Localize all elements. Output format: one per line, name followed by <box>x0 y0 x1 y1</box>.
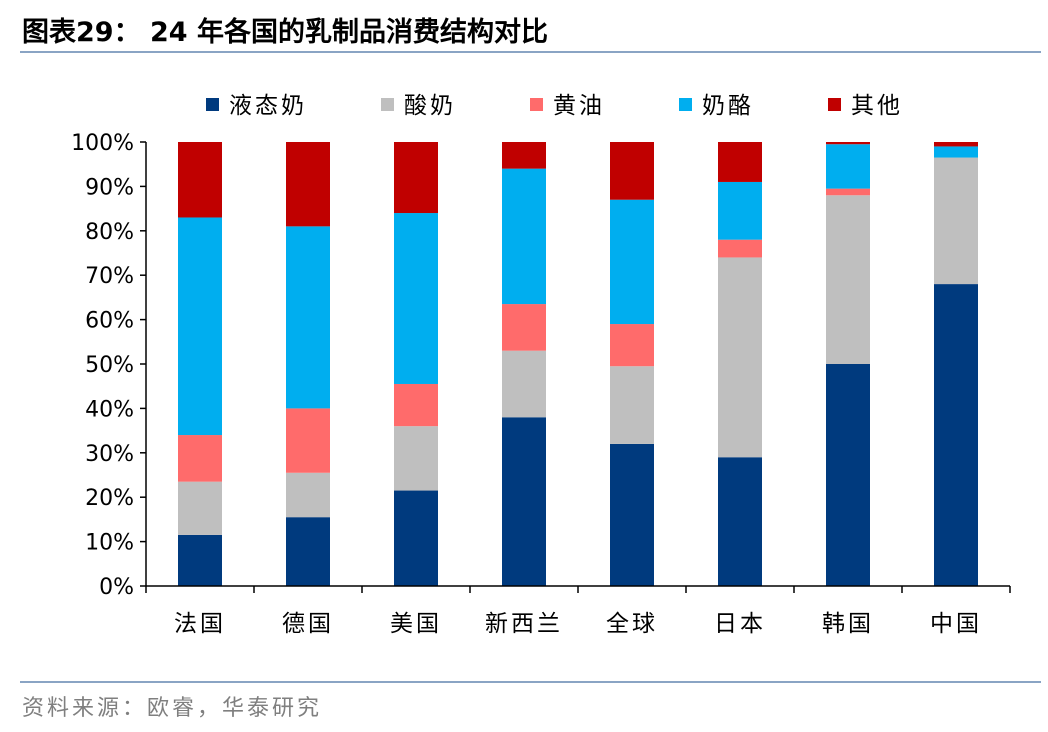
bar-segment <box>718 457 762 586</box>
bar-segment <box>286 226 330 409</box>
bar-segment <box>286 408 330 473</box>
bar-segment <box>610 142 654 200</box>
bar-segment <box>502 417 546 586</box>
y-tick-label: 0% <box>99 575 134 600</box>
bar-segment <box>610 443 654 586</box>
legend-label: 液态奶 <box>229 93 307 119</box>
bar-segment <box>826 188 870 196</box>
bar-segment <box>826 142 870 145</box>
legend-swatch <box>206 98 219 111</box>
y-tick-label: 90% <box>85 175 134 200</box>
bar-segment <box>178 481 222 535</box>
bar-segment <box>610 199 654 325</box>
bar-segment <box>610 366 654 444</box>
x-category-label: 新西兰 <box>485 611 563 637</box>
x-category-label: 全球 <box>606 611 658 637</box>
bar-segment <box>934 146 978 158</box>
legend-label: 黄油 <box>553 93 605 119</box>
bar-segment <box>718 257 762 458</box>
bar-segment <box>826 144 870 189</box>
y-tick-label: 10% <box>85 531 134 556</box>
bar-segment <box>934 284 978 586</box>
bar-segment <box>394 426 438 491</box>
bar-segment <box>502 142 546 169</box>
source-note: 资料来源：欧睿，华泰研究 <box>22 696 323 721</box>
legend: 液态奶 酸奶 黄油 奶酪 其他 <box>206 93 903 119</box>
legend-swatch <box>828 98 841 111</box>
y-tick-label: 100% <box>71 131 134 156</box>
bars <box>178 142 978 586</box>
y-tick-label: 70% <box>85 264 134 289</box>
x-category-label: 日本 <box>714 611 766 637</box>
y-tick-label: 80% <box>85 220 134 245</box>
figure-title: 图表29： 24 年各国的乳制品消费结构对比 <box>22 17 548 48</box>
bar-segment <box>718 239 762 258</box>
y-tick-label: 20% <box>85 486 134 511</box>
legend-swatch <box>381 98 394 111</box>
legend-label: 奶酪 <box>702 93 754 119</box>
x-category-label: 美国 <box>390 611 442 637</box>
x-category-label: 中国 <box>930 611 982 637</box>
source-divider <box>20 681 1041 683</box>
legend-label: 酸奶 <box>404 93 456 119</box>
bar-segment <box>826 195 870 364</box>
bar-segment <box>502 304 546 351</box>
bar-segment <box>178 217 222 436</box>
y-tick-label: 30% <box>85 442 134 467</box>
bar-segment <box>286 517 330 586</box>
legend-label: 其他 <box>851 93 903 119</box>
bar-segment <box>286 142 330 227</box>
bar-segment <box>178 534 222 586</box>
legend-swatch <box>530 98 543 111</box>
bar-segment <box>934 142 978 147</box>
bar-segment <box>394 213 438 384</box>
bar-segment <box>502 168 546 305</box>
x-category-label: 德国 <box>282 611 334 637</box>
bar-segment <box>394 383 438 427</box>
bar-segment <box>286 472 330 518</box>
bar-segment <box>394 142 438 214</box>
bar-segment <box>502 350 546 418</box>
bar-segment <box>610 324 654 367</box>
x-category-label: 韩国 <box>822 611 874 637</box>
bar-segment <box>394 490 438 586</box>
bar-segment <box>826 364 870 586</box>
axes: 0% 10% 20% 30% 40% 50% 60% 70% 80% 90% 100% 法国 德国 美国 新… <box>71 131 1011 637</box>
y-tick-label: 60% <box>85 309 134 334</box>
bar-segment <box>178 435 222 482</box>
y-tick-label: 40% <box>85 397 134 422</box>
title-divider <box>20 51 1041 53</box>
legend-swatch <box>679 98 692 111</box>
bar-segment <box>718 142 762 182</box>
x-category-label: 法国 <box>174 611 226 637</box>
bar-segment <box>178 142 222 218</box>
y-tick-label: 50% <box>85 353 134 378</box>
bar-segment <box>718 181 762 240</box>
bar-segment <box>934 157 978 285</box>
